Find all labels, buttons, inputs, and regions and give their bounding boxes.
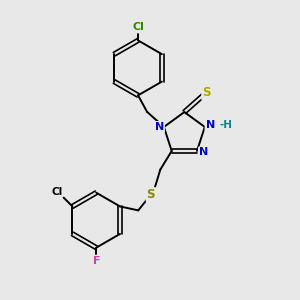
Text: N: N xyxy=(199,148,208,158)
Text: S: S xyxy=(147,188,155,201)
Text: -H: -H xyxy=(219,120,232,130)
Text: S: S xyxy=(202,86,211,99)
Text: N: N xyxy=(206,120,215,130)
Text: Cl: Cl xyxy=(132,22,144,32)
Text: Cl: Cl xyxy=(51,187,63,196)
Text: N: N xyxy=(155,122,164,132)
Text: F: F xyxy=(92,256,100,266)
